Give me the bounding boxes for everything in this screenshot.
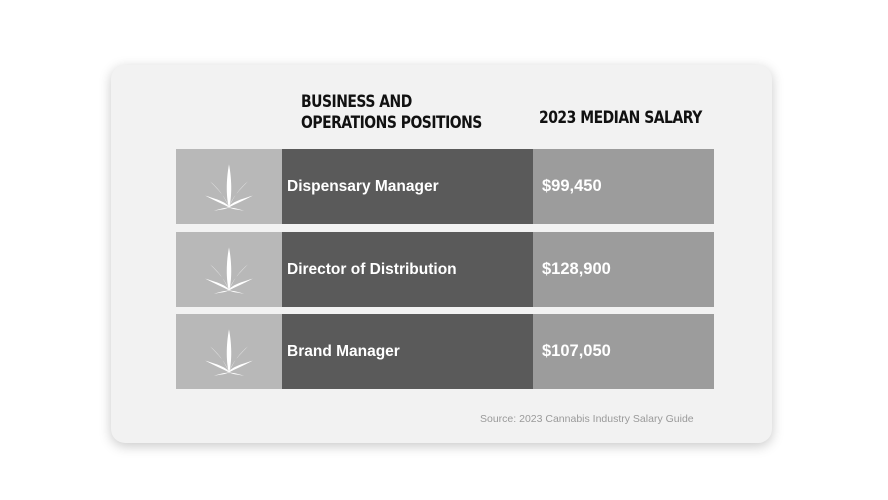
cannabis-leaf-icon <box>205 329 253 376</box>
salary-cell: $107,050 <box>533 314 714 389</box>
salary-table-card: Business and Operations Positions 2023 M… <box>111 65 772 443</box>
position-cell: Director of Distribution <box>282 232 533 307</box>
salary-value: $107,050 <box>542 342 611 360</box>
column-header-positions: Business and Operations Positions <box>301 92 482 133</box>
cannabis-leaf-icon <box>205 164 253 211</box>
position-name: Dispensary Manager <box>287 178 439 195</box>
position-cell: Brand Manager <box>282 314 533 389</box>
table-row: Director of Distribution $128,900 <box>176 232 714 307</box>
source-note: Source: 2023 Cannabis Industry Salary Gu… <box>480 413 694 425</box>
cannabis-leaf-icon <box>205 247 253 294</box>
salary-cell: $99,450 <box>533 149 714 224</box>
salary-value: $128,900 <box>542 260 611 278</box>
position-cell: Dispensary Manager <box>282 149 533 224</box>
salary-cell: $128,900 <box>533 232 714 307</box>
icon-cell <box>176 232 282 307</box>
position-name: Brand Manager <box>287 343 400 360</box>
salary-value: $99,450 <box>542 177 602 195</box>
table-row: Dispensary Manager $99,450 <box>176 149 714 224</box>
table-row: Brand Manager $107,050 <box>176 314 714 389</box>
icon-cell <box>176 314 282 389</box>
position-name: Director of Distribution <box>287 261 457 278</box>
icon-cell <box>176 149 282 224</box>
column-header-salary: 2023 Median Salary <box>539 108 702 128</box>
